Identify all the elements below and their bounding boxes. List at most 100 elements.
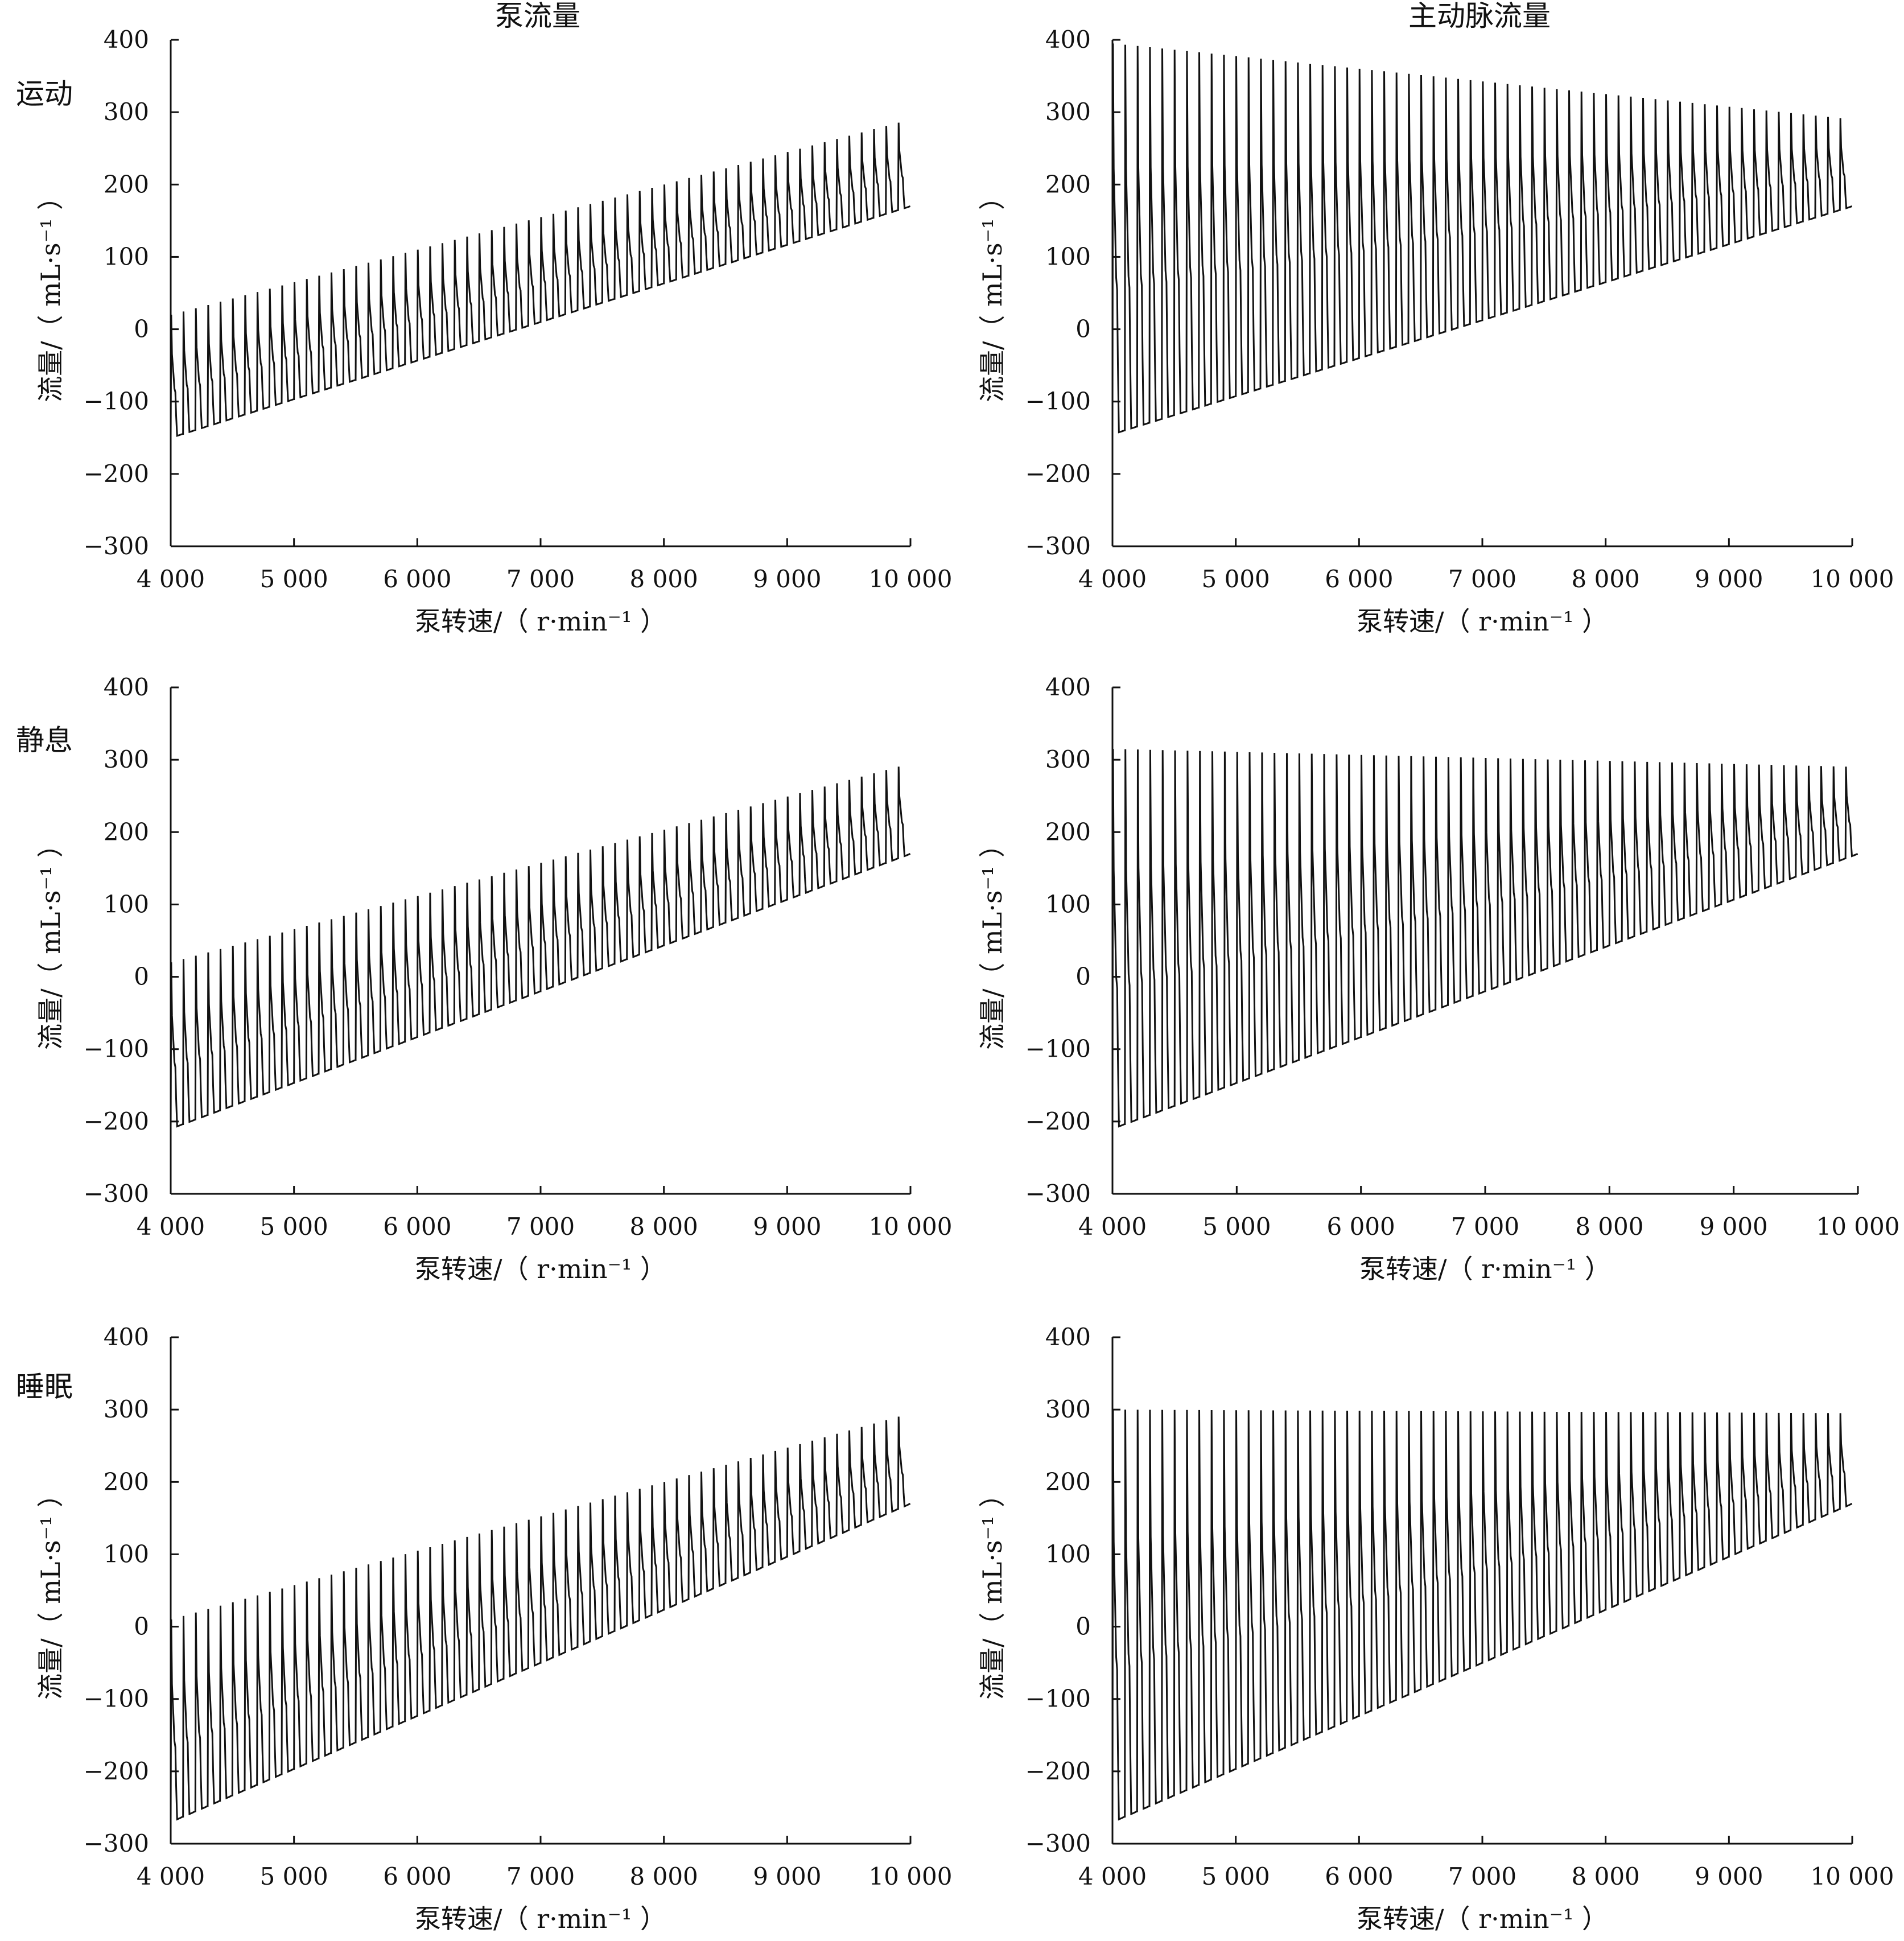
y-axis-label: 流量/（ mL·s⁻¹ ）	[977, 184, 1008, 402]
flow-series-line	[170, 1416, 911, 1822]
y-tick-label: 0	[134, 1613, 149, 1641]
x-tick-label: 8 000	[630, 565, 698, 593]
x-tick-label: 9 000	[753, 1213, 821, 1241]
y-tick-label: 100	[104, 890, 149, 918]
y-axis-label: 流量/（ mL·s⁻¹ ）	[35, 831, 66, 1050]
x-tick-label: 6 000	[383, 1862, 451, 1890]
chart-panel-6: −300 −200 −100 0 100 200 300 400 4 000 5 000 6 000…	[977, 1323, 1894, 1934]
y-tick-label: 0	[134, 963, 149, 991]
x-tick-label: 5 000	[1202, 565, 1270, 593]
chart-panel-3: −300 −200 −100 0 100 200 300 400 4 000 5 000 6 000…	[35, 673, 952, 1284]
x-tick-label: 9 000	[1700, 1213, 1768, 1241]
row-label-sleep: 睡眠	[16, 1370, 73, 1403]
x-tick-label: 10 000	[869, 565, 953, 593]
x-tick-label: 6 000	[1327, 1213, 1395, 1241]
chart-panel-2: −300 −200 −100 0 100 200 300 400 4 000 5 000 6 000…	[977, 26, 1894, 637]
y-tick-label: 300	[104, 1395, 149, 1423]
x-tick-label: 7 000	[1451, 1213, 1519, 1241]
y-axis-label: 流量/（ mL·s⁻¹ ）	[977, 831, 1008, 1050]
y-tick-label: 300	[1045, 745, 1091, 773]
flow-series-line	[1111, 1410, 1853, 1822]
x-tick-label: 6 000	[383, 1213, 451, 1241]
x-tick-label: 5 000	[1202, 1213, 1271, 1241]
y-tick-label: −300	[84, 532, 149, 560]
x-tick-label: 5 000	[260, 565, 328, 593]
y-tick-label: 200	[1045, 1468, 1091, 1495]
column-title-aortic-flow: 主动脉流量	[1408, 0, 1551, 32]
x-axis-label: 泵转速/（ r·min⁻¹ ）	[1359, 1254, 1611, 1284]
x-tick-label: 10 000	[1811, 1862, 1894, 1890]
y-tick-label: −100	[84, 1035, 149, 1063]
y-tick-label: −200	[84, 460, 149, 488]
x-tick-label: 4 000	[1078, 1213, 1147, 1241]
x-tick-label: 10 000	[869, 1862, 953, 1890]
x-tick-label: 5 000	[1202, 1862, 1270, 1890]
y-tick-label: −200	[1025, 1107, 1091, 1135]
x-axis-label: 泵转速/（ r·min⁻¹ ）	[415, 606, 666, 637]
x-tick-label: 6 000	[1325, 1862, 1393, 1890]
x-tick-label: 7 000	[1448, 565, 1516, 593]
y-tick-label: −300	[84, 1829, 149, 1857]
y-tick-label: 200	[1045, 170, 1091, 198]
y-tick-label: −300	[1025, 532, 1091, 560]
y-tick-label: 400	[1045, 673, 1091, 701]
y-tick-label: 400	[104, 1323, 149, 1351]
flow-series-line	[1111, 749, 1858, 1129]
x-tick-label: 4 000	[137, 1862, 205, 1890]
x-tick-label: 6 000	[383, 565, 451, 593]
x-tick-label: 7 000	[506, 565, 575, 593]
x-tick-label: 4 000	[137, 1213, 205, 1241]
x-axis-label: 泵转速/（ r·min⁻¹ ）	[1357, 1903, 1608, 1934]
chart-panel-5: −300 −200 −100 0 100 200 300 400 4 000 5 000 6 000…	[35, 1323, 952, 1934]
y-tick-label: −200	[1025, 460, 1091, 488]
chart-panel-4: −300 −200 −100 0 100 200 300 400 4 000 5 000 6 000…	[977, 673, 1899, 1284]
flow-series-line	[1111, 43, 1853, 434]
y-tick-label: 400	[1045, 26, 1091, 53]
row-label-exercise: 运动	[16, 77, 73, 110]
x-tick-label: 4 000	[137, 565, 205, 593]
y-tick-label: 0	[1075, 315, 1091, 343]
y-tick-label: −100	[1025, 1685, 1091, 1713]
x-tick-label: 5 000	[260, 1862, 328, 1890]
y-tick-label: 100	[104, 1540, 149, 1568]
y-tick-label: 200	[104, 818, 149, 846]
y-tick-label: −100	[84, 388, 149, 415]
x-tick-label: 5 000	[260, 1213, 328, 1241]
y-tick-label: −100	[1025, 388, 1091, 415]
y-tick-label: 200	[1045, 818, 1091, 846]
x-tick-label: 4 000	[1078, 1862, 1147, 1890]
x-tick-label: 9 000	[753, 1862, 821, 1890]
x-tick-label: 10 000	[1811, 565, 1894, 593]
x-tick-label: 9 000	[1695, 565, 1763, 593]
y-tick-label: 0	[1075, 1613, 1091, 1641]
y-tick-label: −200	[84, 1757, 149, 1785]
y-tick-label: 100	[1045, 242, 1091, 270]
y-tick-label: 100	[104, 242, 149, 270]
y-tick-label: −200	[84, 1107, 149, 1135]
x-tick-label: 4 000	[1078, 565, 1147, 593]
x-tick-label: 9 000	[1695, 1862, 1763, 1890]
x-axis-label: 泵转速/（ r·min⁻¹ ）	[1357, 606, 1608, 637]
y-tick-label: 100	[1045, 1540, 1091, 1568]
y-tick-label: 0	[1075, 963, 1091, 991]
x-axis-label: 泵转速/（ r·min⁻¹ ）	[415, 1254, 666, 1284]
x-tick-label: 10 000	[869, 1213, 953, 1241]
x-tick-label: 6 000	[1325, 565, 1393, 593]
y-tick-label: −300	[1025, 1829, 1091, 1857]
y-tick-label: 200	[104, 170, 149, 198]
y-tick-label: 300	[1045, 98, 1091, 126]
y-axis-label: 流量/（ mL·s⁻¹ ）	[35, 1481, 66, 1700]
y-tick-label: −100	[1025, 1035, 1091, 1063]
column-title-pump-flow: 泵流量	[495, 0, 580, 32]
x-tick-label: 8 000	[630, 1213, 698, 1241]
x-axis-label: 泵转速/（ r·min⁻¹ ）	[415, 1903, 666, 1934]
y-tick-label: −300	[1025, 1180, 1091, 1208]
x-tick-label: 8 000	[1572, 1862, 1640, 1890]
chart-panels: −300 −200 −100 0 100 200 300 400 4 000 5 000 6 000…	[35, 26, 1899, 1934]
y-tick-label: −300	[84, 1180, 149, 1208]
x-tick-label: 10 000	[1816, 1213, 1900, 1241]
x-tick-label: 9 000	[753, 565, 821, 593]
y-tick-label: 400	[1045, 1323, 1091, 1351]
y-tick-label: 300	[104, 98, 149, 126]
y-tick-label: −200	[1025, 1757, 1091, 1785]
